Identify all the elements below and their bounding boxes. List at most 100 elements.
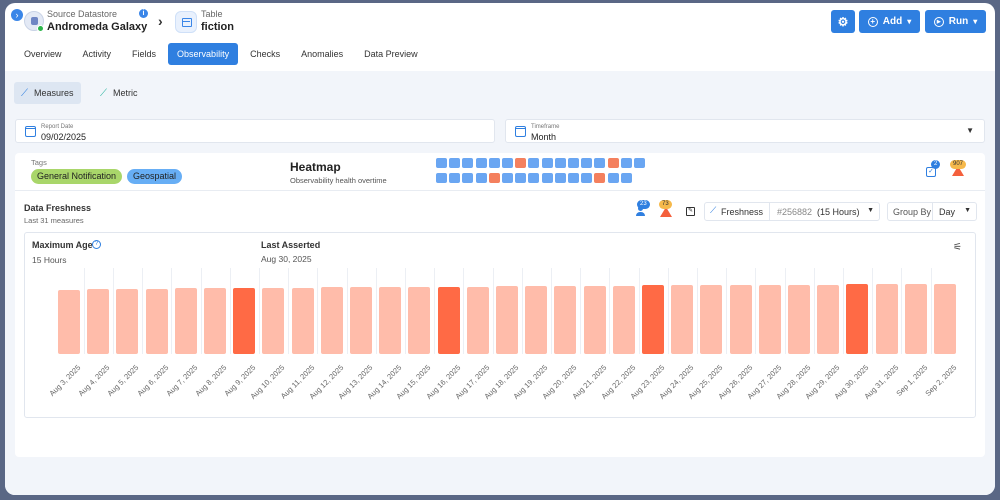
bar[interactable] [934,284,956,354]
bar-anomaly[interactable] [642,285,664,354]
heatmap-cell[interactable] [541,158,553,168]
timeframe-select[interactable]: Timeframe Month ▼ [505,119,985,143]
info-icon[interactable]: i [139,9,148,18]
bar[interactable] [350,287,372,354]
divider [15,190,985,191]
tab-data-preview[interactable]: Data Preview [364,49,418,59]
tab-activity[interactable]: Activity [82,49,112,59]
heatmap-cell[interactable] [515,173,527,183]
heatmap-cell[interactable] [581,158,593,168]
heatmap-cell[interactable] [620,158,632,168]
bar[interactable] [116,288,139,354]
subtab-metric[interactable]: ⟋ Metric [93,82,145,104]
warning-icon[interactable] [660,207,672,217]
bar[interactable] [204,288,226,354]
heatmap-cell[interactable] [436,158,447,168]
heatmap-cell[interactable] [462,173,474,183]
bar[interactable] [817,284,840,354]
heatmap-cell[interactable] [568,173,579,183]
bar[interactable] [87,289,110,354]
bar[interactable] [554,285,577,354]
bar[interactable] [904,284,927,354]
bar[interactable] [583,285,606,354]
bar-anomaly[interactable] [233,287,256,354]
timeframe-value: Month [531,132,557,142]
freshness-chart: Maximum Age ? 15 Hours Last Asserted Aug… [24,232,976,418]
heatmap-cell[interactable] [488,173,500,183]
bar[interactable] [788,284,810,354]
heatmap-cell[interactable] [607,173,619,183]
bar[interactable] [496,286,518,354]
tab-observability[interactable]: Observability [168,43,239,65]
heatmap-cell[interactable] [449,158,461,168]
bar-anomaly[interactable] [437,286,460,354]
tab-checks[interactable]: Checks [250,49,281,59]
warning-icon[interactable] [952,166,964,176]
tag-geospatial[interactable]: Geospatial [127,169,183,184]
heatmap-cell[interactable] [607,158,619,168]
heatmap-cell[interactable] [502,158,513,168]
bar[interactable] [466,286,489,354]
heatmap-cell[interactable] [502,173,513,183]
chevron-down-icon: ▾ [907,17,912,26]
bar[interactable] [408,286,431,354]
tab-overview[interactable]: Overview [24,49,62,59]
heatmap-cell[interactable] [554,158,566,168]
heatmap-cell[interactable] [449,173,461,183]
heatmap-cell[interactable] [488,158,500,168]
heatmap-cell[interactable] [515,158,527,168]
tag-general-notification[interactable]: General Notification [31,169,123,184]
help-icon[interactable]: ? [92,240,101,249]
heatmap-cell[interactable] [581,173,593,183]
bar[interactable] [262,287,285,354]
tab-anomalies[interactable]: Anomalies [301,49,344,59]
filter-settings-icon[interactable]: ⚟ [953,242,962,253]
bar[interactable] [320,287,343,354]
grid-line [434,268,436,354]
subtab-measures[interactable]: ⟋ Measures [14,82,81,104]
heatmap-cell[interactable] [462,158,474,168]
bar[interactable] [671,285,694,354]
add-button[interactable]: + Add ▾ [859,10,920,33]
heatmap-cell[interactable] [528,173,540,183]
bar[interactable] [525,286,548,354]
sidebar-toggle-icon[interactable]: › [11,9,23,21]
run-button[interactable]: ▶ Run ▾ [925,10,986,33]
grid-line [550,268,552,354]
heatmap-cell[interactable] [528,158,540,168]
heatmap-cell[interactable] [594,173,606,183]
bar[interactable] [758,284,781,354]
group-by-select[interactable]: Group By Day ▼ [887,202,977,221]
bar[interactable] [58,289,80,354]
report-date-field[interactable]: Report Date 09/02/2025 [15,119,495,143]
settings-button[interactable]: ⚙ [831,10,855,33]
bar[interactable] [174,288,197,354]
heatmap-cell[interactable] [634,158,645,168]
caret-down-icon: ▼ [966,126,974,135]
bar[interactable] [875,284,898,354]
heatmap-cell[interactable] [594,158,606,168]
bar-anomaly[interactable] [846,284,869,354]
heatmap-cell[interactable] [436,173,447,183]
calendar-icon [25,126,36,137]
heatmap-cell[interactable] [620,173,632,183]
check-icon[interactable]: ✓ [926,167,936,177]
bar[interactable] [700,285,723,354]
group-by-label: Group By [893,207,932,217]
bar[interactable] [379,287,402,354]
tab-fields[interactable]: Fields [132,49,157,59]
add-label: Add [882,16,903,27]
bar[interactable] [145,288,168,354]
metric-select[interactable]: ⟋ Freshness #256882 (15 Hours) ▼ [704,202,880,221]
heatmap-cell[interactable] [475,158,487,168]
heatmap-cell[interactable] [554,173,566,183]
heatmap-cell[interactable] [541,173,553,183]
heatmap-cell[interactable] [475,173,487,183]
last-asserted-value: Aug 30, 2025 [261,254,312,264]
edit-icon[interactable]: ✎ [686,207,695,216]
bar[interactable] [612,285,635,354]
bar[interactable] [291,287,314,354]
heatmap-cell[interactable] [568,158,579,168]
source-name[interactable]: Andromeda Galaxy [47,21,148,33]
bar[interactable] [729,285,752,354]
